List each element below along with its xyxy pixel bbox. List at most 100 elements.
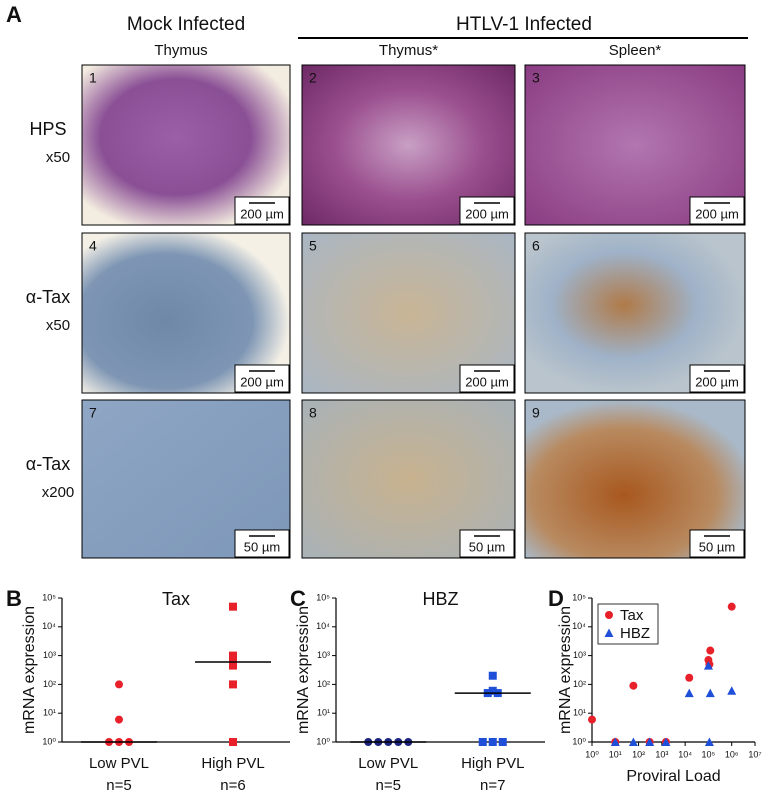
x-tick-label: 10⁴ [678,749,692,759]
scale-box [234,364,290,393]
y-tick-label: 10⁵ [42,592,56,602]
y-tick-label: 10⁴ [316,621,330,631]
y-tick-label: 10² [317,679,330,689]
y-tick-label: 10³ [573,650,586,660]
data-point [229,651,237,660]
data-point [629,681,638,690]
data-point [498,738,507,746]
x-tick-label: Low PVL [89,755,149,772]
data-point [706,646,715,655]
n-label: n=5 [376,777,401,794]
data-point [115,715,123,724]
scale-box [459,364,515,393]
panel-number: 2 [309,70,317,86]
legend-marker [605,611,613,619]
y-tick-label: 10³ [43,650,56,660]
column-title: Thymus* [379,42,438,59]
panel-label: D [548,586,564,611]
scale-box [234,529,290,558]
panel-number: 9 [532,405,540,421]
scale-label: 200 µm [465,374,509,389]
panel-label: C [290,586,306,611]
panel-number: 5 [309,238,317,254]
y-tick-label: 10⁰ [42,736,56,746]
scale-box [689,196,745,225]
x-tick-label: High PVL [461,755,524,772]
data-point [684,688,694,698]
panel-label: B [6,586,22,611]
data-point [610,737,620,746]
x-tick-label: 10⁶ [725,749,739,759]
chart-title: Tax [162,589,190,609]
legend-label: Tax [620,607,644,624]
y-tick-label: 10⁵ [316,592,330,602]
y-tick-label: 10¹ [43,708,56,718]
panel-number: 6 [532,238,540,254]
group-title: HTLV-1 Infected [456,14,592,35]
data-point [645,737,655,746]
data-point [488,686,497,695]
scale-label: 200 µm [695,374,739,389]
data-point [229,602,237,611]
scale-label: 200 µm [695,206,739,221]
group-title: Mock Infected [127,14,245,35]
chart-title: HBZ [423,589,459,609]
scale-label: 200 µm [240,206,284,221]
x-tick-label: 10⁵ [702,749,716,759]
scale-box [459,529,515,558]
legend-box [597,603,659,645]
data-point [588,715,596,724]
data-point [703,661,713,670]
scale-label: 50 µm [244,539,280,554]
data-point [229,661,237,670]
data-point [478,738,487,746]
column-title: Spleen* [609,42,662,59]
y-tick-label: 10⁵ [572,592,586,602]
data-point [661,737,671,746]
x-tick-label: High PVL [201,755,264,772]
y-tick-label: 10⁰ [572,736,586,746]
x-tick-label: 10¹ [609,749,622,759]
n-label: n=6 [220,777,245,794]
scale-box [689,364,745,393]
x-tick-label: 10⁷ [748,749,761,759]
panel-number: 7 [89,405,97,421]
y-axis-label: mRNA expression [295,606,312,734]
y-tick-label: 10¹ [573,708,586,718]
panel-number: 4 [89,238,97,254]
legend-marker [604,628,614,637]
x-tick-label: 10² [632,749,645,759]
y-tick-label: 10⁴ [572,621,586,631]
y-tick-label: 10¹ [317,708,330,718]
legend-label: HBZ [620,625,650,642]
data-point [727,602,736,611]
scale-label: 200 µm [465,206,509,221]
data-point [685,673,694,682]
scale-box [234,196,290,225]
n-label: n=5 [106,777,131,794]
panel-label: A [6,2,22,27]
x-tick-label: Low PVL [358,755,418,772]
panel-number: 3 [532,70,540,86]
row-magnification: x50 [46,317,70,334]
x-tick-label: 10⁰ [585,749,599,759]
scale-box [459,196,515,225]
data-point [704,737,714,746]
y-tick-label: 10⁰ [316,736,330,746]
y-tick-label: 10² [573,679,586,689]
row-stain: α-Tax [26,287,70,307]
row-stain: α-Tax [26,454,70,474]
column-title: Thymus [154,42,207,59]
x-tick-label: 10³ [655,749,668,759]
scale-box [689,529,745,558]
row-magnification: x50 [46,149,70,166]
y-tick-label: 10² [43,679,56,689]
data-point [229,738,237,746]
data-point [727,686,737,695]
scale-label: 50 µm [469,539,505,554]
n-label: n=7 [480,777,505,794]
data-point [705,688,715,698]
row-magnification: x200 [42,484,75,501]
y-axis-label: mRNA expression [557,606,574,734]
panel-number: 8 [309,405,317,421]
